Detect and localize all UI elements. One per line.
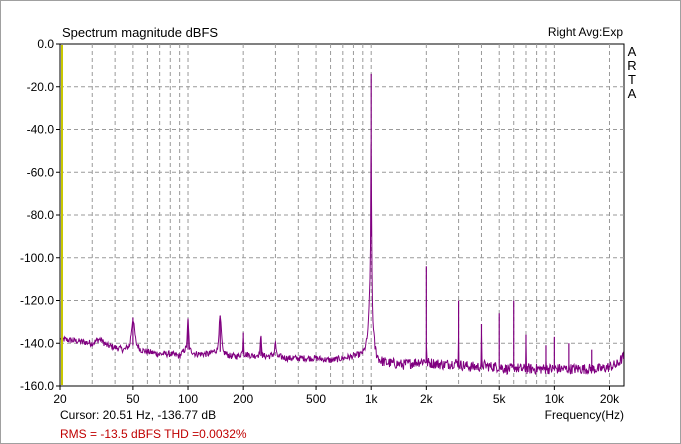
x-axis-ticks: 20 50 100 200 500 1k 2k 5k 10k 20k [53, 386, 620, 406]
x-tick-label: 20 [53, 392, 67, 406]
series-layer [60, 73, 624, 376]
x-tick-label: 20k [600, 392, 620, 406]
channel-info: Right Avg:Exp [547, 25, 623, 39]
chart-title: Spectrum magnitude dBFS [62, 25, 219, 40]
cursor-readout: Cursor: 20.51 Hz, -136.77 dB [60, 408, 217, 422]
brand-letter-t: T [628, 72, 636, 87]
x-tick-label: 2k [420, 392, 434, 406]
brand-letter-a2: A [627, 86, 637, 101]
y-axis-ticks: 0.0 -20.0 -40.0 -60.0 -80.0 -100.0 -120.0 -140.… [20, 37, 60, 393]
x-tick-label: 50 [126, 392, 140, 406]
y-tick-label: -120.0 [20, 294, 54, 308]
y-tick-label: -80.0 [27, 208, 55, 222]
y-tick-label: -60.0 [27, 165, 55, 179]
rms-thd-readout: RMS = -13.5 dBFS THD =0.0032% [60, 427, 247, 441]
x-tick-label: 10k [545, 392, 565, 406]
y-tick-label: -160.0 [20, 379, 54, 393]
x-tick-label: 5k [493, 392, 507, 406]
y-tick-label: -20.0 [27, 80, 55, 94]
spectrum-trace [60, 144, 624, 376]
x-tick-label: 100 [178, 392, 198, 406]
brand-letter-r: R [627, 58, 637, 73]
brand-letter-a1: A [627, 44, 637, 59]
y-tick-label: -140.0 [20, 336, 54, 350]
y-tick-label: 0.0 [37, 37, 54, 51]
y-tick-label: -40.0 [27, 123, 55, 137]
x-tick-label: 500 [306, 392, 326, 406]
x-tick-label: 200 [233, 392, 253, 406]
y-tick-label: -100.0 [20, 251, 54, 265]
x-axis-label: Frequency(Hz) [544, 408, 624, 422]
x-tick-label: 1k [365, 392, 379, 406]
